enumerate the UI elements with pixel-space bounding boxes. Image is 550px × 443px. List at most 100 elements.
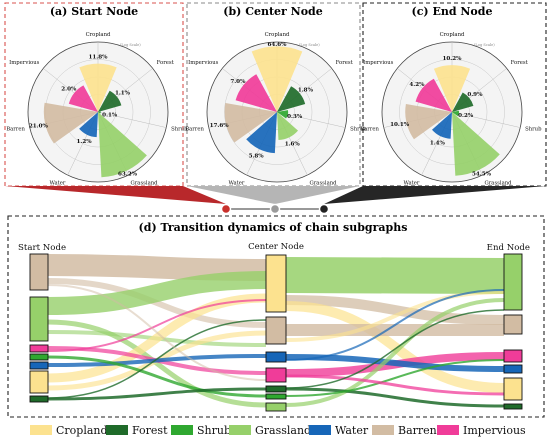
start-node-grassland [29, 296, 49, 342]
radar-chart-end-node: (c) End Node 10.2% 0.9% 0.2% 54.5% 1.4% 10.1% 4… [360, 5, 542, 187]
sankey-flow-grassland [47, 271, 267, 315]
radar-value-label: 10.2% [443, 56, 463, 62]
radar-axis-label: Shrub [525, 127, 542, 133]
radar-wedge-impervious [415, 78, 452, 112]
radar-axis-label: Water [229, 181, 245, 187]
radar-axis-label: Grassland [310, 181, 338, 187]
radar-value-label: 0.3% [287, 114, 303, 120]
radar-value-label: 1.1% [115, 90, 131, 96]
start-node-water [29, 361, 49, 370]
center-node-connector [187, 186, 360, 204]
end-node-connector [324, 186, 546, 204]
radar-value-label: 0.1% [102, 113, 118, 119]
radar-value-label: 0.9% [467, 92, 483, 98]
radar-axis-label: Forest [157, 60, 175, 66]
start-node-connector [5, 186, 226, 204]
radar-wedge-cropland [251, 46, 303, 112]
sankey-center-label: Center Node [248, 242, 304, 252]
radar-axis-label: Cropland [86, 32, 111, 38]
radar-value-label: 63.2% [118, 171, 138, 177]
radar-scale-label: (Log Scale) [299, 43, 320, 47]
sankey-flow-water [47, 354, 267, 367]
radar-wedge-shrub [452, 110, 460, 117]
radar-wedge-forest [98, 90, 122, 112]
sankey-flow-cropland [285, 290, 505, 342]
end-node-water [503, 364, 523, 374]
sankey-flows [47, 254, 505, 408]
center-node-water [265, 351, 287, 363]
radar-value-label: 1.6% [285, 142, 301, 148]
center-node-cropland [265, 254, 287, 313]
sankey-flow-shrub [285, 359, 505, 397]
radar-wedge-impervious [68, 85, 98, 112]
end-node-impervious [503, 349, 523, 363]
center-node-shrub [265, 393, 287, 400]
radar-scale-label: (Log Scale) [474, 43, 495, 47]
radar-axis-label: Impervious [363, 60, 393, 66]
sankey-end-label: End Node [487, 243, 530, 253]
sankey-flow-barren [47, 254, 267, 281]
radar-wedge-cropland [79, 63, 117, 112]
radar-wedge-water [246, 112, 277, 154]
radar-value-label: 2.0% [61, 87, 77, 93]
start-node-shrub [29, 353, 49, 361]
radar-wedge-barren [224, 103, 277, 143]
sankey-flow-forest [285, 387, 505, 408]
start-node-cropland [29, 370, 49, 394]
radar-value-label: 0.2% [458, 113, 474, 119]
radar-value-label: 4.2% [409, 82, 425, 88]
radar-axis-label: Barren [6, 127, 25, 133]
chain-icon [220, 203, 330, 215]
legend-label-shrub: Shrub [197, 424, 231, 437]
radar-wedge-cropland [433, 65, 471, 112]
center-node-grassland [265, 402, 287, 412]
center-node-forest [265, 385, 287, 393]
sankey-flow-grassland [285, 257, 505, 294]
radar-value-label: 1.4% [430, 140, 446, 146]
radar-wedge-water [79, 112, 98, 138]
sankey-flow-forest [47, 319, 267, 399]
legend-swatch-shrub [171, 425, 193, 435]
radar-value-label: 7.0% [230, 79, 246, 85]
radar-axis-label: Grassland [485, 181, 513, 187]
radar-axis-label: Impervious [9, 60, 39, 66]
legend-swatch-grassland [229, 425, 251, 435]
radar-axis-label: Cropland [265, 32, 290, 38]
start-node-impervious [29, 344, 49, 353]
radar-wedge-grassland [98, 112, 147, 178]
legend-swatch-cropland [30, 425, 52, 435]
center-node-barren [265, 316, 287, 345]
radar-axis-label: Barren [185, 127, 204, 133]
legend-label-cropland: Cropland [56, 424, 108, 437]
legend-swatch-water [309, 425, 331, 435]
sankey-flow-forest [285, 309, 505, 389]
legend-label-grassland: Grassland [255, 424, 311, 437]
radar-wedge-grassland [452, 112, 500, 176]
radar-axis-label: Forest [511, 60, 529, 66]
radar-value-label: 64.6% [268, 42, 288, 48]
radar-wedge-forest [277, 86, 306, 112]
sankey-flow-grassland [47, 319, 267, 408]
radar-value-label: 17.6% [210, 123, 230, 129]
start-node-barren [29, 253, 49, 291]
radar-wedge-barren [405, 103, 452, 140]
legend-label-forest: Forest [132, 424, 168, 437]
sankey-flow-impervious [285, 374, 505, 396]
radar-title: (b) Center Node [223, 5, 322, 18]
radar-axis-label: Shrub [350, 127, 367, 133]
sankey-flow-impervious [47, 299, 267, 352]
legend-swatch-forest [106, 425, 128, 435]
sankey-flow-cropland [285, 301, 505, 393]
sankey-flow-barren [47, 284, 267, 381]
legend-label-water: Water [335, 424, 369, 437]
sankey-nodes [29, 253, 523, 412]
legend-swatch-impervious [437, 425, 459, 435]
radar-wedge-grassland [277, 112, 299, 141]
radar-title: (a) Start Node [50, 5, 138, 18]
end-node-forest [503, 403, 523, 410]
radar-axis-label: Impervious [188, 60, 218, 66]
radar-axis-label: Water [404, 181, 420, 187]
legend-label-impervious: Impervious [463, 424, 526, 437]
sankey-flow-grassland [285, 298, 505, 407]
